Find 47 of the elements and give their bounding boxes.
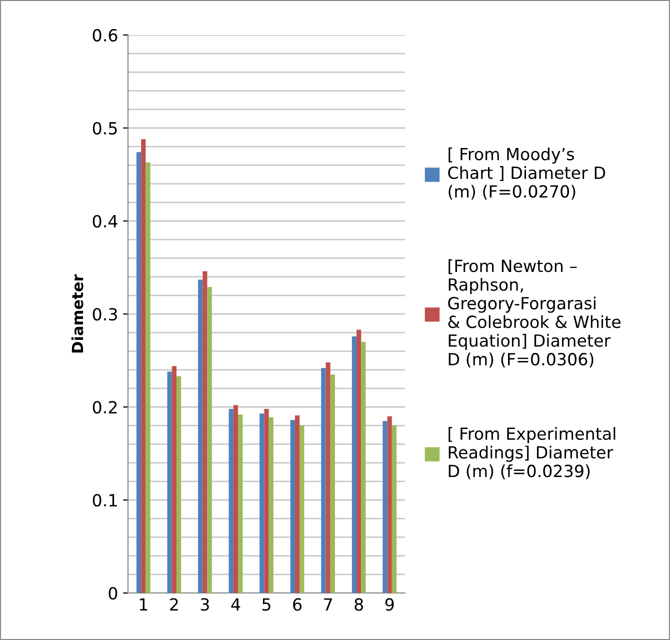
y-tick-label: 0.1 xyxy=(92,494,117,507)
bar xyxy=(382,420,388,593)
bar xyxy=(141,139,146,593)
y-tick-label: 0.5 xyxy=(92,122,117,135)
bar xyxy=(207,287,212,593)
bar xyxy=(167,372,172,593)
bar xyxy=(300,426,304,593)
x-tick-label: 8 xyxy=(354,598,363,611)
bar xyxy=(326,362,330,593)
bar xyxy=(136,152,142,593)
x-tick-label: 4 xyxy=(231,598,240,611)
bar xyxy=(268,417,274,593)
x-tick-label: 6 xyxy=(293,598,302,611)
bar xyxy=(392,426,397,593)
x-tick-label: 7 xyxy=(324,598,332,611)
bar xyxy=(172,366,176,593)
bar xyxy=(330,374,335,593)
x-tick-label: 1 xyxy=(140,598,148,611)
y-tick-label: 0.6 xyxy=(92,28,118,42)
legend-label: [ From Experimental Readings] Diameter D (m) (f=0.0239) xyxy=(448,427,616,480)
bar xyxy=(290,420,295,593)
bar xyxy=(352,336,357,593)
bar xyxy=(264,408,269,593)
bar xyxy=(233,405,238,593)
bar xyxy=(361,342,366,593)
bar xyxy=(198,280,203,593)
bar xyxy=(387,416,392,593)
x-tick-label: 3 xyxy=(200,598,209,611)
bar xyxy=(176,376,182,593)
legend-label: [From Newton – Raphson, Gregory-Forgarasi & Colebrook & White Equation] Diameter D (m) (F=0.0306) xyxy=(448,259,620,368)
x-tick-label: 9 xyxy=(385,598,394,611)
legend-label: [ From Moody’s Chart ] Diameter D (m) (F=0.0270) xyxy=(448,147,606,200)
x-tick-label: 2 xyxy=(170,598,178,611)
y-tick-label: 0.4 xyxy=(92,214,118,228)
bar xyxy=(294,415,300,593)
bar xyxy=(202,271,208,593)
y-tick-label: 0 xyxy=(108,586,118,600)
bar xyxy=(321,368,326,593)
bar xyxy=(146,162,150,593)
bar xyxy=(228,408,234,593)
bar xyxy=(356,330,362,593)
bar xyxy=(260,414,264,593)
y-axis-title: Diameter xyxy=(71,274,84,352)
y-tick-label: 0.3 xyxy=(92,308,117,321)
bar xyxy=(238,414,243,593)
y-tick-label: 0.2 xyxy=(92,400,117,414)
x-tick-label: 5 xyxy=(262,598,270,611)
